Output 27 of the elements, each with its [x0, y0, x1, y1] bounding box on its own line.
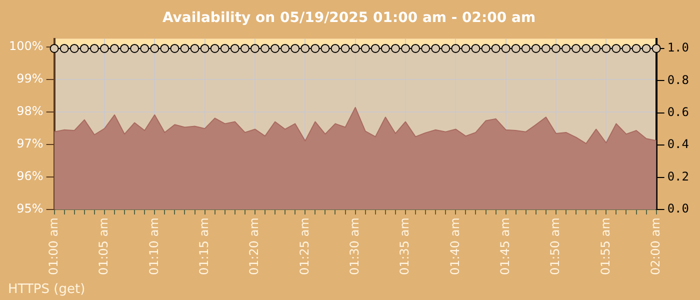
y2-tick-label: 0.8: [667, 72, 690, 87]
x-tick-label: 01:25 am: [297, 218, 312, 276]
chart-title: Availability on 05/19/2025 01:00 am - 02:00 am: [162, 10, 536, 26]
y-tick-label: 96%: [16, 169, 44, 184]
y-tick-label: 95%: [16, 202, 44, 216]
y2-tick-label: 0.6: [667, 105, 690, 120]
y-tick-label: 100%: [8, 39, 44, 54]
x-tick-label: 01:20 am: [247, 218, 262, 276]
x-tick-label: 01:45 am: [498, 218, 512, 276]
y2-tick-label: 0.0: [667, 202, 690, 216]
y2-tick-label: 0.4: [667, 137, 690, 152]
y2-tick-label: 1.0: [667, 40, 690, 55]
x-tick-label: 01:30 am: [347, 218, 362, 276]
y-tick-label: 99%: [16, 72, 44, 86]
x-tick-label: 01:40 am: [448, 218, 462, 276]
x-tick-label: 01:50 am: [548, 218, 562, 276]
x-tick-label: 01:00 am: [46, 218, 60, 276]
x-tick-label: 01:10 am: [146, 218, 161, 276]
x-tick-label: 01:55 am: [598, 218, 612, 276]
x-tick-label: 01:15 am: [196, 218, 211, 276]
x-tick-label: 02:00 am: [648, 218, 662, 276]
y-tick-label: 98%: [16, 104, 44, 118]
text: HTTPS (get): [8, 282, 86, 297]
x-tick-label: 01:05 am: [96, 218, 111, 276]
x-tick-label: 01:35 am: [398, 218, 412, 276]
y-tick-label: 97%: [16, 136, 44, 151]
y2-tick-label: 0.2: [667, 169, 690, 184]
